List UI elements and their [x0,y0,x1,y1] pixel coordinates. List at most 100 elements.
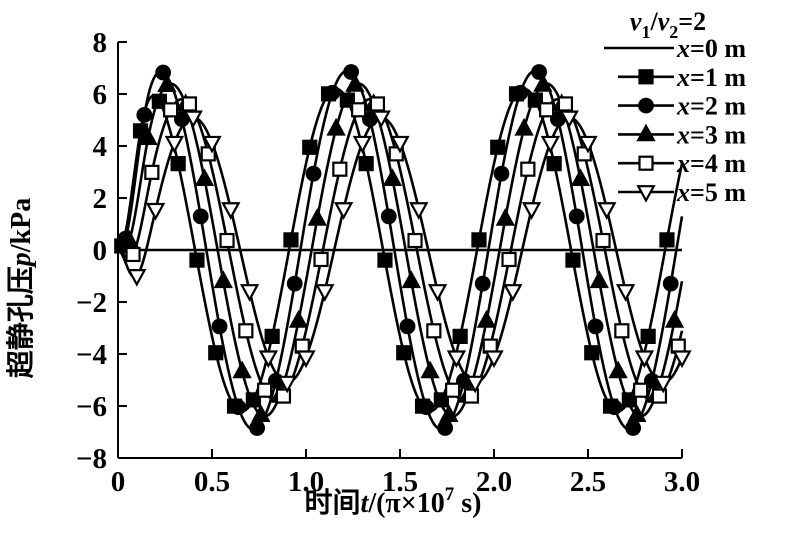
triangle-up-marker-icon [194,168,215,187]
circle-marker-icon [568,208,585,225]
square-marker-icon [426,323,442,339]
series-x1-line [117,87,684,413]
label-part: =1 m [690,63,746,92]
series-markers [114,64,692,436]
label-part: s) [454,488,481,519]
square-marker-icon [520,161,536,177]
triangle-down-marker-icon [672,350,692,369]
circle-marker-icon [474,275,491,292]
square-marker-icon [621,392,637,408]
label-part: /(π×10 [367,488,444,519]
triangle-down-marker-icon [296,350,316,369]
square-marker-icon [396,345,412,361]
square-marker-icon [527,92,543,108]
legend-label: x=3 m [676,120,746,149]
x-tick-label: 2.0 [476,466,512,498]
triangle-up-marker-icon [288,310,309,328]
triangle-up-marker-icon [420,360,440,379]
label-part: 1 [641,22,650,42]
y-tick-label: −2 [76,287,107,319]
label-part: / [649,7,658,36]
square-marker-icon [332,161,348,177]
square-marker-icon [313,251,329,268]
circle-marker-icon [286,275,303,292]
label-part: =5 m [690,178,746,207]
circle-marker-icon [249,420,266,436]
triangle-down-marker-icon [390,135,410,154]
square-marker-icon [275,388,292,404]
x-tick-label: 2.5 [570,466,606,498]
square-marker-icon [651,388,668,404]
square-marker-icon [452,328,468,344]
legend-entry: x=0 m [604,34,746,63]
square-marker-icon [490,139,506,155]
circle-marker-icon [662,275,679,292]
square-marker-icon [463,388,480,404]
circle-marker-icon [437,420,454,436]
triangle-up-marker-icon [664,310,685,328]
triangle-up-marker-icon [232,360,252,379]
triangle-up-marker-icon [307,208,327,226]
series-x4-line [117,97,684,403]
triangle-down-marker-icon [578,135,598,154]
legend-label: x=1 m [676,63,746,92]
square-marker-icon [238,323,254,339]
square-marker-icon [283,232,299,248]
square-marker-icon [151,93,167,109]
circle-marker-icon [512,84,529,101]
triangle-down-marker-icon [427,284,448,302]
triangle-up-marker-icon [627,404,647,422]
triangle-up-marker-icon [213,270,233,289]
square-marker-icon [659,232,675,248]
triangle-down-marker-icon [446,350,467,369]
triangle-down-marker-icon [352,135,373,154]
triangle-up-marker-icon [326,117,346,136]
square-marker-icon [407,232,423,249]
square-marker-icon [539,102,555,118]
triangle-up-marker-icon [570,168,591,187]
triangle-up-marker-icon [119,229,139,248]
triangle-up-marker-icon [533,74,553,92]
square-marker-icon [351,102,367,118]
square-marker-icon [614,323,630,339]
legend-entry: x=3 m [618,120,746,149]
series-x3-line [117,82,684,418]
square-marker-icon [144,164,160,180]
square-marker-icon [358,156,374,172]
legend-title: v1/v2=2 [630,7,706,42]
x-tick-label: 1.5 [382,466,418,498]
square-marker-icon [445,382,461,398]
triangle-down-marker-icon [258,350,279,369]
label-part: =2 m [690,92,746,121]
label-part: =0 m [690,34,746,63]
x-tick-label: 3.0 [664,466,700,498]
label-part: x [676,149,690,178]
square-marker-icon [245,392,261,408]
triangle-down-marker-icon [164,135,185,154]
legend: v1/v2=2x=0 mx=1 mx=2 mx=3 mx=4 mx=5 m [604,7,746,207]
legend-label: x=0 m [676,34,746,63]
triangle-down-marker-icon [503,284,523,302]
square-marker-icon [339,92,355,108]
label-part: v [658,7,670,36]
triangle-up-marker-icon [439,404,459,422]
square-marker-icon [633,382,649,398]
triangle-up-marker-icon [476,310,497,328]
x-axis-title: 时间t/(π×107 s) [305,484,482,519]
square-marker-icon [471,232,487,248]
triangle-down-marker-icon [145,202,166,221]
square-marker-icon [181,96,198,112]
triangle-down-marker-icon [653,375,673,394]
square-marker-icon [640,328,656,344]
label-part: =3 m [690,120,746,149]
y-tick-label: 2 [93,183,108,215]
triangle-up-marker-icon [514,117,534,136]
triangle-up-marker-icon [401,270,421,289]
label-part: x [676,34,690,63]
square-marker-icon [125,246,141,263]
triangle-down-marker-icon [465,375,485,394]
square-marker-icon [638,69,654,85]
triangle-down-marker-icon [615,284,636,302]
